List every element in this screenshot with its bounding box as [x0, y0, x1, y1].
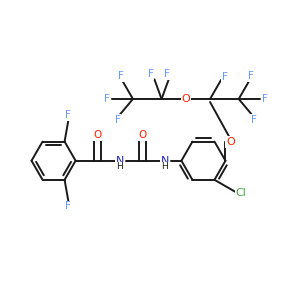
Text: F: F — [103, 94, 109, 104]
Text: F: F — [118, 71, 124, 81]
Text: F: F — [251, 115, 256, 125]
Text: F: F — [262, 94, 268, 104]
Text: F: F — [115, 115, 121, 125]
Text: F: F — [164, 69, 170, 80]
Text: F: F — [65, 201, 71, 212]
Text: O: O — [94, 130, 102, 140]
Text: H: H — [161, 162, 168, 171]
Text: O: O — [139, 130, 147, 140]
Text: F: F — [65, 110, 71, 120]
Text: F: F — [222, 72, 228, 82]
Text: F: F — [248, 71, 254, 81]
Text: N: N — [116, 156, 124, 166]
Text: O: O — [226, 137, 235, 147]
Text: H: H — [116, 162, 123, 171]
Text: Cl: Cl — [236, 188, 246, 199]
Text: N: N — [161, 156, 169, 166]
Text: O: O — [182, 94, 190, 104]
Text: F: F — [148, 69, 154, 80]
